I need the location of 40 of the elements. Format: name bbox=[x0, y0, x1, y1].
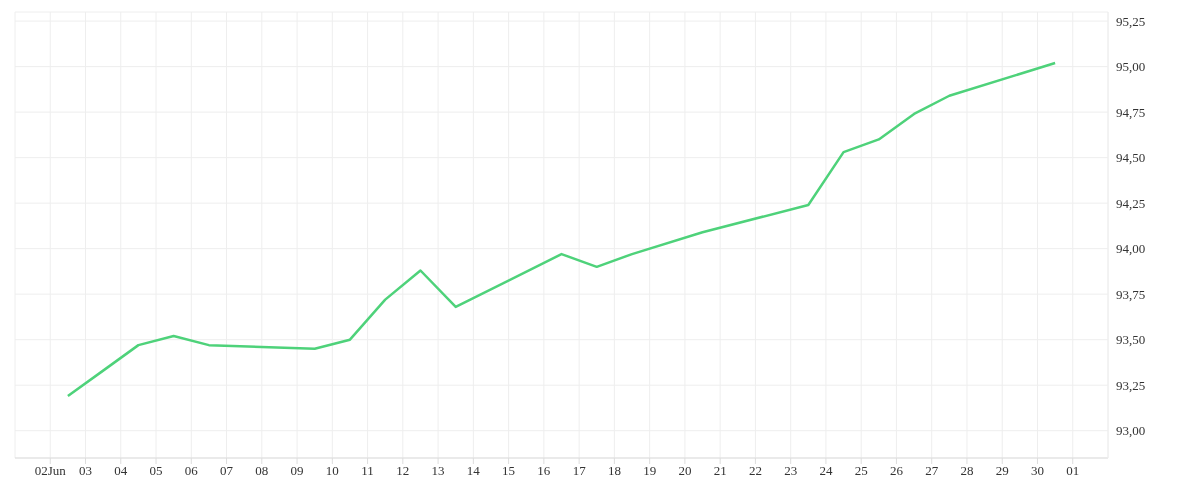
x-tick-label: 01 bbox=[1066, 463, 1080, 479]
y-tick-label: 93,75 bbox=[1116, 286, 1146, 302]
x-tick-label: 28 bbox=[960, 463, 974, 479]
y-tick-label: 94,25 bbox=[1116, 195, 1146, 211]
x-tick-label: 12 bbox=[396, 463, 410, 479]
x-tick-label: 21 bbox=[713, 463, 727, 479]
x-tick-label: 14 bbox=[466, 463, 481, 479]
y-tick-label: 93,25 bbox=[1116, 377, 1146, 393]
x-tick-label: 30 bbox=[1030, 463, 1044, 479]
x-tick-label: 03 bbox=[79, 463, 93, 479]
x-tick-label: 18 bbox=[607, 463, 621, 479]
x-tick-label: 11 bbox=[361, 463, 374, 479]
x-tick-label: 10 bbox=[325, 463, 339, 479]
x-tick-label: 20 bbox=[678, 463, 692, 479]
x-tick-label: 27 bbox=[925, 463, 939, 479]
y-tick-label: 94,75 bbox=[1116, 104, 1146, 120]
x-tick-label: 17 bbox=[572, 463, 587, 479]
x-tick-label: 19 bbox=[643, 463, 657, 479]
x-tick-label: 24 bbox=[819, 463, 833, 479]
x-tick-label: 16 bbox=[537, 463, 551, 479]
x-tick-label: 08 bbox=[255, 463, 269, 479]
x-tick-label: 23 bbox=[784, 463, 798, 479]
x-tick-label: 09 bbox=[290, 463, 304, 479]
y-tick-label: 95,00 bbox=[1116, 59, 1146, 75]
x-tick-label: 15 bbox=[502, 463, 516, 479]
y-tick-label: 93,50 bbox=[1116, 332, 1146, 348]
y-tick-label: 93,00 bbox=[1116, 423, 1146, 439]
x-tick-label: 25 bbox=[854, 463, 868, 479]
y-tick-label: 94,50 bbox=[1116, 150, 1146, 166]
x-tick-label: 07 bbox=[220, 463, 234, 479]
y-tick-label: 94,00 bbox=[1116, 241, 1146, 257]
x-tick-label: 13 bbox=[431, 463, 445, 479]
x-tick-label: 04 bbox=[114, 463, 128, 479]
x-tick-label: 26 bbox=[889, 463, 904, 479]
x-tick-label: 05 bbox=[149, 463, 163, 479]
x-tick-label: 22 bbox=[748, 463, 762, 479]
x-tick-label: 06 bbox=[184, 463, 199, 479]
x-tick-label: 29 bbox=[995, 463, 1009, 479]
x-tick-label: 02Jun bbox=[34, 463, 67, 479]
y-tick-label: 95,25 bbox=[1116, 13, 1146, 29]
